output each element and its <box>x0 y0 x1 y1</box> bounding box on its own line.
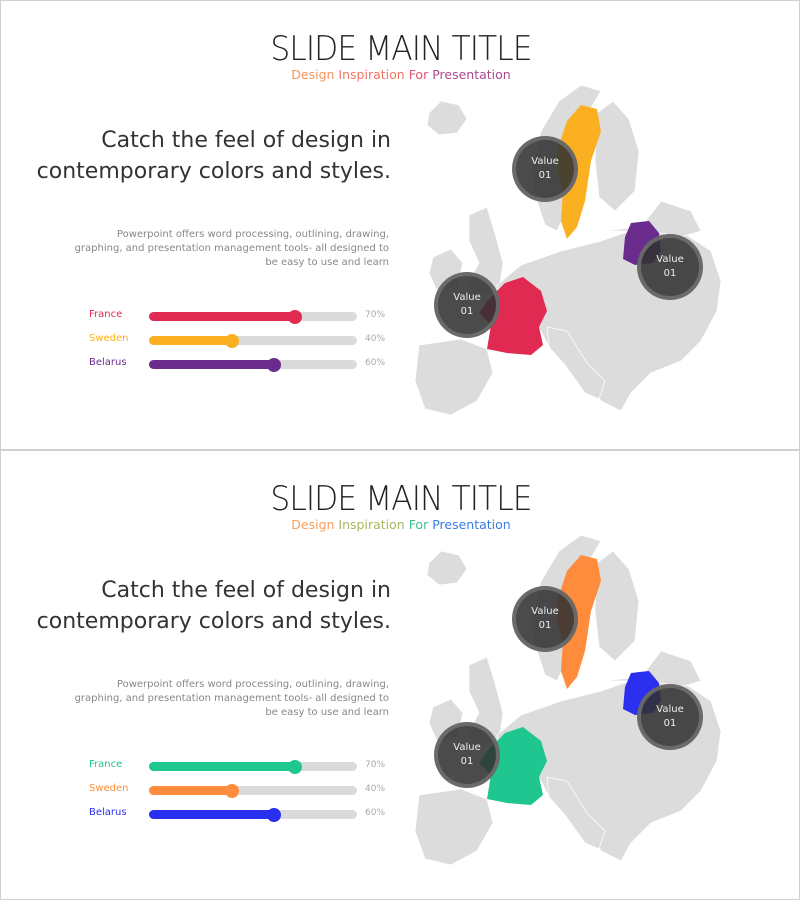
progress-fill <box>149 786 233 795</box>
bubble-label: Value <box>656 704 684 715</box>
progress-track <box>149 357 357 372</box>
slide-subtitle: Design Inspiration For Presentation <box>1 67 799 82</box>
progress-knob[interactable] <box>266 357 281 372</box>
progress-fill <box>149 762 295 771</box>
slide-1: SLIDE MAIN TITLE Design Inspiration For … <box>0 0 800 450</box>
map-sweden[interactable] <box>557 555 601 689</box>
subtitle-word: For <box>408 517 429 532</box>
progress-fill <box>149 312 295 321</box>
slide-title: SLIDE MAIN TITLE <box>270 479 532 519</box>
progress-row-belarus: Belarus 60% <box>89 807 409 822</box>
progress-row-belarus: Belarus 60% <box>89 357 409 372</box>
bar-label: Belarus <box>89 357 127 368</box>
slide-subtitle: Design Inspiration For Presentation <box>1 517 799 532</box>
subtitle-word: Inspiration <box>338 67 405 82</box>
progress-row-sweden: Sweden 40% <box>89 333 409 348</box>
subtitle-word: Presentation <box>432 67 511 82</box>
europe-map <box>1 1 800 450</box>
bubble-value: 01 <box>663 718 677 729</box>
headline: Catch the feel of design in contemporary … <box>36 128 391 184</box>
bubble-label: Value <box>531 156 559 167</box>
bubble-label: Value <box>453 742 481 753</box>
bubble-value: 01 <box>538 620 552 631</box>
bubble-label: Value <box>453 292 481 303</box>
progress-track <box>149 309 357 324</box>
value-bubble-france: Value 01 <box>434 722 500 788</box>
subtitle-word: Inspiration <box>338 517 405 532</box>
value-bubble-france: Value 01 <box>434 272 500 338</box>
bar-percent: 40% <box>365 334 386 344</box>
subtitle-word: Design <box>291 67 335 82</box>
bar-label: France <box>89 309 123 320</box>
bubble-label: Value <box>656 254 684 265</box>
bubble-value: 01 <box>538 170 552 181</box>
bubble-label: Value <box>531 606 559 617</box>
bar-percent: 70% <box>365 310 386 320</box>
progress-knob[interactable] <box>225 783 240 798</box>
bar-percent: 70% <box>365 760 386 770</box>
progress-track <box>149 807 357 822</box>
bar-percent: 40% <box>365 784 386 794</box>
bar-label: Belarus <box>89 807 127 818</box>
headline: Catch the feel of design in contemporary … <box>36 578 391 634</box>
value-bubble-belarus: Value 01 <box>637 234 703 300</box>
bubble-value: 01 <box>663 268 677 279</box>
progress-row-france: France 70% <box>89 759 409 774</box>
progress-knob[interactable] <box>266 807 281 822</box>
bar-label: Sweden <box>89 333 129 344</box>
progress-fill <box>149 360 274 369</box>
bar-label: Sweden <box>89 783 129 794</box>
progress-knob[interactable] <box>225 333 240 348</box>
subtitle-word: Design <box>291 517 335 532</box>
body-text: Powerpoint offers word processing, outli… <box>74 679 389 718</box>
progress-row-sweden: Sweden 40% <box>89 783 409 798</box>
progress-track <box>149 333 357 348</box>
progress-row-france: France 70% <box>89 309 409 324</box>
progress-track <box>149 783 357 798</box>
bar-percent: 60% <box>365 808 386 818</box>
subtitle-word: For <box>408 67 429 82</box>
bubble-value: 01 <box>460 306 474 317</box>
body-text: Powerpoint offers word processing, outli… <box>74 229 389 268</box>
subtitle-word: Presentation <box>432 517 511 532</box>
map-sweden[interactable] <box>557 105 601 239</box>
value-bubble-sweden: Value 01 <box>512 586 578 652</box>
progress-knob[interactable] <box>287 759 302 774</box>
progress-track <box>149 759 357 774</box>
bar-label: France <box>89 759 123 770</box>
slide-title: SLIDE MAIN TITLE <box>270 29 532 69</box>
slide-2: SLIDE MAIN TITLE Design Inspiration For … <box>0 450 800 900</box>
europe-map <box>1 451 800 900</box>
value-bubble-belarus: Value 01 <box>637 684 703 750</box>
bubble-value: 01 <box>460 756 474 767</box>
progress-fill <box>149 810 274 819</box>
progress-knob[interactable] <box>287 309 302 324</box>
progress-fill <box>149 336 233 345</box>
bar-percent: 60% <box>365 358 386 368</box>
value-bubble-sweden: Value 01 <box>512 136 578 202</box>
